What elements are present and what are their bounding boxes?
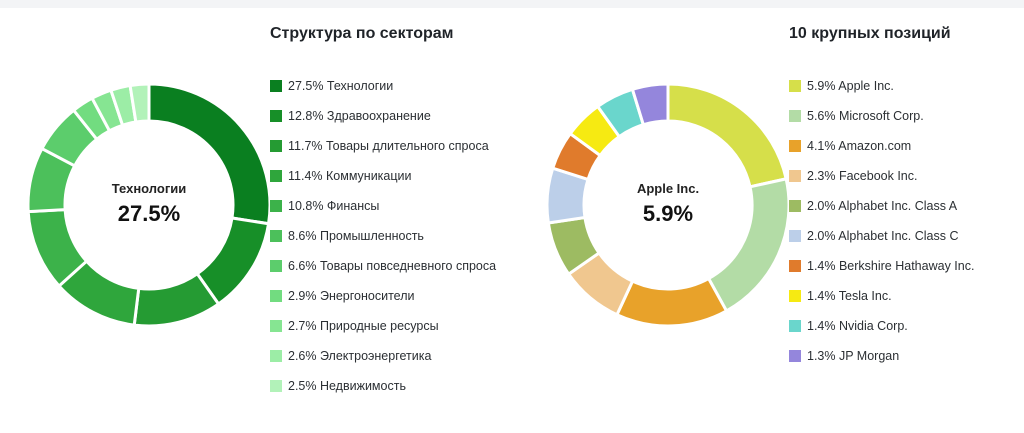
sector-legend-title: Структура по секторам	[270, 25, 454, 42]
legend-item[interactable]: 27.5% Технологии	[270, 71, 496, 101]
legend-label: 6.6% Товары повседневного спроса	[288, 259, 497, 273]
legend-label: 1.3% JP Morgan	[807, 349, 900, 363]
sector-donut-svg	[28, 84, 270, 326]
legend-label: 2.9% Энергоносители	[288, 289, 415, 303]
legend-label: 1.4% Tesla Inc.	[807, 289, 892, 303]
legend-item[interactable]: 5.9% Apple Inc.	[789, 71, 974, 101]
slice-holding-9[interactable]	[630, 84, 670, 127]
legend-item[interactable]: 4.1% Amazon.com	[789, 131, 974, 161]
legend-item[interactable]: 5.6% Microsoft Corp.	[789, 101, 974, 131]
legend-label: 2.0% Alphabet Inc. Class C	[807, 229, 959, 243]
legend-swatch	[270, 140, 282, 152]
legend-swatch	[789, 80, 801, 92]
legend-label: 1.4% Nvidia Corp.	[807, 319, 908, 333]
legend-swatch	[789, 320, 801, 332]
legend-item[interactable]: 6.6% Товары повседневного спроса	[270, 251, 496, 281]
sector-legend: 27.5% Технологии 12.8% Здравоохранение 11.…	[270, 71, 496, 401]
legend-item[interactable]: 10.8% Финансы	[270, 191, 496, 221]
legend-label: 1.4% Berkshire Hathaway Inc.	[807, 259, 975, 273]
legend-swatch	[270, 290, 282, 302]
legend-item[interactable]: 11.7% Товары длительного спроса	[270, 131, 496, 161]
sector-center-value: 27.5%	[117, 201, 181, 226]
legend-item[interactable]: 2.0% Alphabet Inc. Class A	[789, 191, 974, 221]
legend-label: 11.4% Коммуникации	[288, 169, 412, 183]
legend-item[interactable]: 1.4% Berkshire Hathaway Inc.	[789, 251, 974, 281]
legend-item[interactable]: 8.6% Промышленность	[270, 221, 496, 251]
legend-swatch	[270, 260, 282, 272]
legend-swatch	[270, 320, 282, 332]
legend-item[interactable]: 2.7% Природные ресурсы	[270, 311, 496, 341]
legend-item[interactable]: 1.4% Nvidia Corp.	[789, 311, 974, 341]
legend-item[interactable]: 12.8% Здравоохранение	[270, 101, 496, 131]
legend-swatch	[789, 140, 801, 152]
legend-label: 2.6% Электроэнергетика	[288, 349, 432, 363]
legend-label: 27.5% Технологии	[288, 79, 394, 93]
legend-label: 2.5% Недвижимость	[288, 379, 406, 393]
sector-donut: Технологии 27.5%	[28, 84, 270, 326]
legend-swatch	[270, 380, 282, 392]
legend-label: 12.8% Здравоохранение	[288, 109, 431, 123]
legend-label: 8.6% Промышленность	[288, 229, 424, 243]
holdings-center-value: 5.9%	[642, 201, 694, 226]
legend-item[interactable]: 2.9% Энергоносители	[270, 281, 496, 311]
legend-swatch	[789, 110, 801, 122]
legend-swatch	[789, 350, 801, 362]
legend-item[interactable]: 1.3% JP Morgan	[789, 341, 974, 371]
legend-swatch	[789, 290, 801, 302]
holdings-legend: 5.9% Apple Inc. 5.6% Microsoft Corp. 4.1% …	[789, 71, 974, 371]
legend-swatch	[789, 200, 801, 212]
sector-center-name: Технологии	[111, 181, 187, 196]
legend-item[interactable]: 11.4% Коммуникации	[270, 161, 496, 191]
legend-item[interactable]: 2.3% Facebook Inc.	[789, 161, 974, 191]
legend-label: 5.6% Microsoft Corp.	[807, 109, 924, 123]
legend-label: 4.1% Amazon.com	[807, 139, 912, 153]
legend-swatch	[270, 350, 282, 362]
legend-swatch	[270, 200, 282, 212]
legend-item[interactable]: 2.5% Недвижимость	[270, 371, 496, 401]
legend-swatch	[789, 170, 801, 182]
holdings-legend-title: 10 крупных позиций	[789, 25, 951, 42]
slice-holding-2[interactable]	[614, 276, 729, 326]
legend-swatch	[789, 260, 801, 272]
legend-swatch	[270, 80, 282, 92]
legend-item[interactable]: 1.4% Tesla Inc.	[789, 281, 974, 311]
legend-label: 11.7% Товары длительного спроса	[288, 139, 489, 153]
legend-label: 2.3% Facebook Inc.	[807, 169, 918, 183]
legend-label: 5.9% Apple Inc.	[807, 79, 894, 93]
legend-label: 2.7% Природные ресурсы	[288, 319, 439, 333]
slice-holding-1[interactable]	[706, 177, 789, 313]
legend-label: 10.8% Финансы	[288, 199, 380, 213]
holdings-donut-svg	[547, 84, 789, 326]
slice-sector-10[interactable]	[128, 84, 151, 124]
legend-item[interactable]: 2.0% Alphabet Inc. Class C	[789, 221, 974, 251]
legend-item[interactable]: 2.6% Электроэнергетика	[270, 341, 496, 371]
holdings-center-name: Apple Inc.	[636, 181, 700, 196]
holdings-donut: Apple Inc. 5.9%	[547, 84, 789, 326]
legend-swatch	[270, 110, 282, 122]
slice-holding-0[interactable]	[666, 84, 788, 189]
legend-swatch	[270, 170, 282, 182]
legend-swatch	[789, 230, 801, 242]
top-strip	[0, 0, 1024, 8]
legend-swatch	[270, 230, 282, 242]
legend-label: 2.0% Alphabet Inc. Class A	[807, 199, 958, 213]
